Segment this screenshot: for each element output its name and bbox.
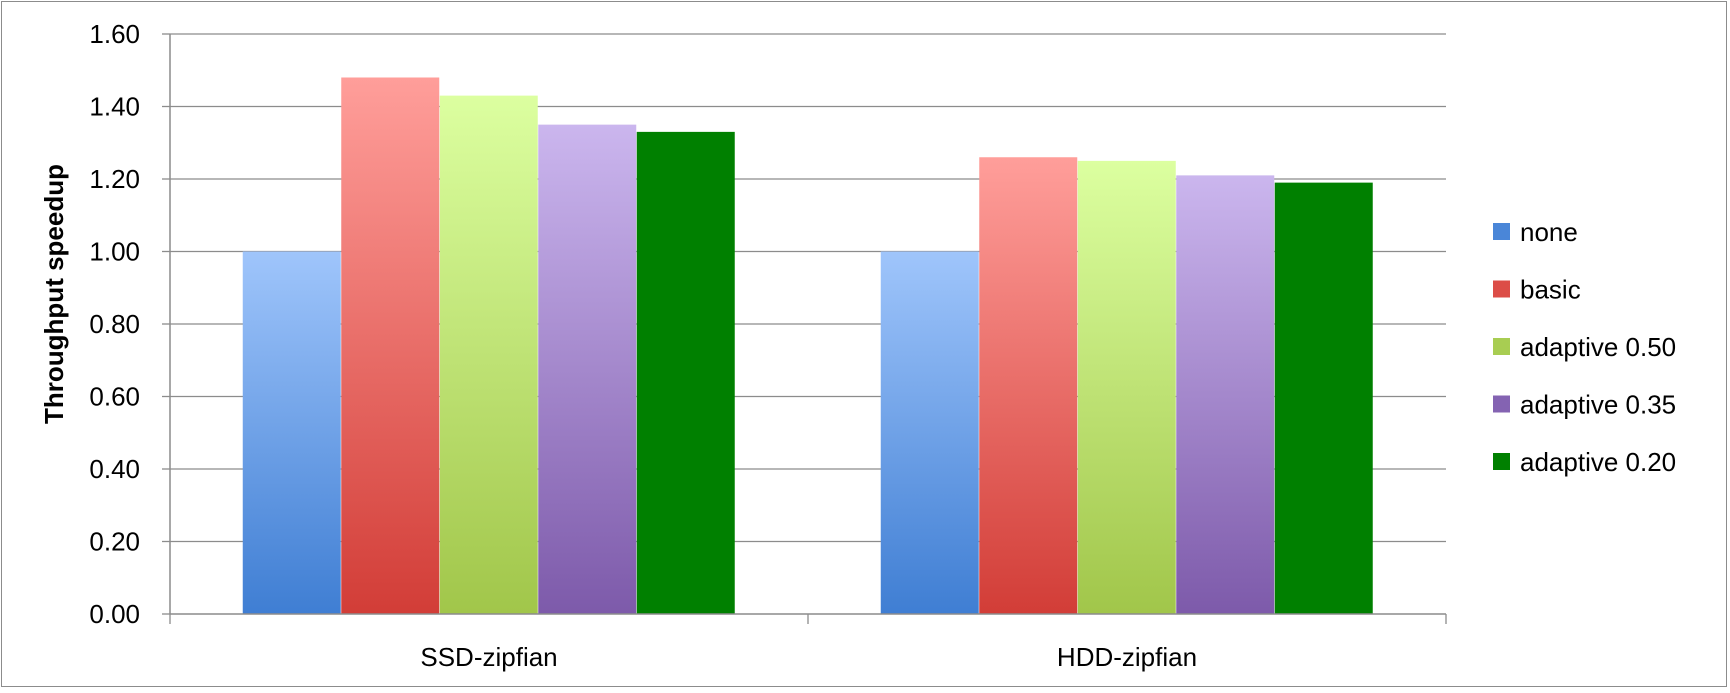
- legend-swatch: [1493, 338, 1510, 355]
- bar-none-hdd-zipfian: [880, 251, 979, 614]
- legend-swatch: [1493, 395, 1510, 413]
- bar-basic-hdd-zipfian: [979, 157, 1078, 614]
- y-tick-label: 1.00: [89, 237, 140, 267]
- y-tick-label: 1.40: [89, 92, 140, 122]
- legend: none basic adaptive 0.50 adaptive 0.35 adapt…: [1493, 217, 1676, 477]
- legend-swatch: [1493, 280, 1510, 298]
- y-tick-label: 1.60: [89, 19, 140, 49]
- x-category-labels: SSD-zipfian HDD-zipfian: [420, 642, 1197, 672]
- y-tick-label: 0.20: [89, 527, 140, 557]
- bar-adaptive-0-20-hdd-zipfian: [1274, 182, 1373, 614]
- x-category-label: HDD-zipfian: [1057, 642, 1197, 672]
- bar-adaptive-0-50-hdd-zipfian: [1077, 160, 1176, 614]
- x-category-label: SSD-zipfian: [420, 642, 557, 672]
- legend-label: adaptive 0.50: [1520, 332, 1676, 362]
- legend-label: basic: [1520, 275, 1581, 305]
- legend-swatch: [1493, 223, 1510, 240]
- legend-label: adaptive 0.20: [1520, 447, 1676, 477]
- bar-adaptive-0-35-ssd-zipfian: [538, 124, 637, 614]
- bar-basic-ssd-zipfian: [341, 77, 440, 614]
- legend-swatch: [1493, 453, 1510, 470]
- y-axis-label: Throughput speedup: [39, 164, 69, 424]
- bars: [242, 77, 1373, 614]
- legend-label: none: [1520, 217, 1578, 247]
- y-tick-labels: 0.00 0.20 0.40 0.60 0.80 1.00 1.20 1.40 1.60: [89, 19, 140, 629]
- bar-adaptive-0-35-hdd-zipfian: [1176, 175, 1275, 614]
- bar-adaptive-0-20-ssd-zipfian: [636, 131, 735, 614]
- bar-adaptive-0-50-ssd-zipfian: [439, 95, 538, 614]
- y-tick-label: 1.20: [89, 164, 140, 194]
- legend-label: adaptive 0.35: [1520, 390, 1676, 420]
- y-tick-label: 0.60: [89, 382, 140, 412]
- y-tick-label: 0.00: [89, 599, 140, 629]
- bar-none-ssd-zipfian: [242, 251, 341, 614]
- y-tick-label: 0.80: [89, 309, 140, 339]
- y-tick-label: 0.40: [89, 454, 140, 484]
- axes: [169, 34, 1447, 624]
